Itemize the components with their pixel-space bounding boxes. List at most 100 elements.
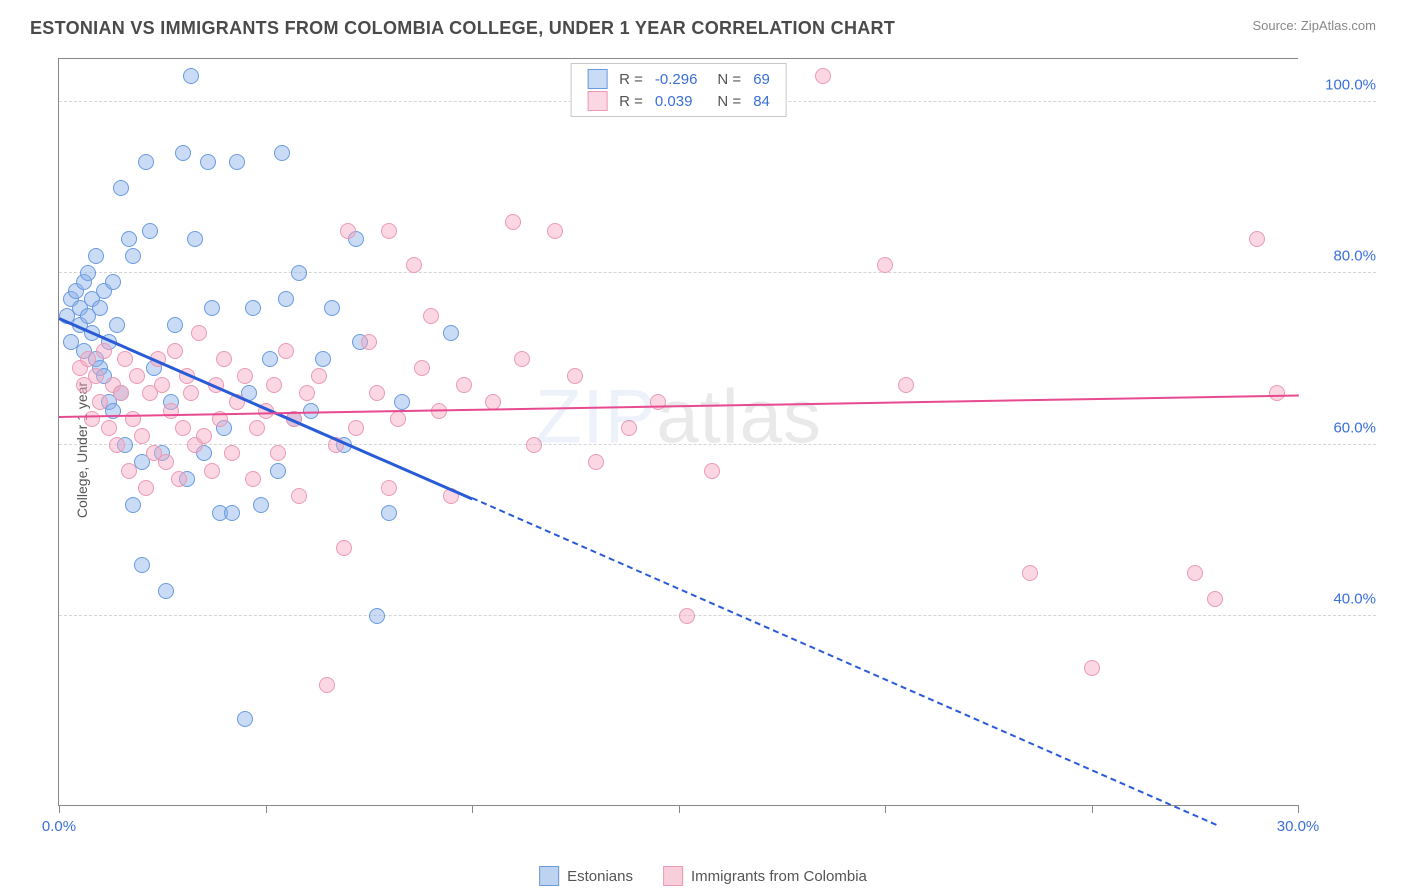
scatter-point: [187, 231, 203, 247]
legend-r-label: R =: [613, 68, 649, 90]
scatter-point: [125, 497, 141, 513]
scatter-point: [1022, 565, 1038, 581]
scatter-point: [183, 385, 199, 401]
scatter-point: [390, 411, 406, 427]
chart-header: ESTONIAN VS IMMIGRANTS FROM COLOMBIA COL…: [0, 0, 1406, 47]
scatter-point: [877, 257, 893, 273]
legend-n-label: N =: [703, 68, 747, 90]
scatter-point: [196, 428, 212, 444]
legend-swatch: [539, 866, 559, 886]
scatter-point: [121, 231, 137, 247]
scatter-point: [394, 394, 410, 410]
y-tick-label: 60.0%: [1308, 419, 1376, 436]
scatter-point: [1187, 565, 1203, 581]
x-tick: [1298, 805, 1299, 813]
scatter-point: [423, 308, 439, 324]
y-tick-label: 80.0%: [1308, 248, 1376, 265]
scatter-point: [229, 154, 245, 170]
scatter-point: [262, 351, 278, 367]
scatter-point: [109, 317, 125, 333]
scatter-point: [138, 480, 154, 496]
scatter-point: [898, 377, 914, 393]
scatter-point: [278, 343, 294, 359]
scatter-point: [175, 420, 191, 436]
series-legend: Estonians Immigrants from Colombia: [539, 866, 867, 886]
legend-label: Estonians: [567, 868, 633, 885]
scatter-point: [200, 154, 216, 170]
scatter-point: [336, 540, 352, 556]
scatter-point: [134, 557, 150, 573]
scatter-point: [340, 223, 356, 239]
scatter-point: [96, 343, 112, 359]
x-tick-label: 30.0%: [1277, 818, 1320, 835]
scatter-point: [381, 223, 397, 239]
scatter-point: [1249, 231, 1265, 247]
scatter-point: [88, 368, 104, 384]
scatter-point: [505, 214, 521, 230]
x-tick-label: 0.0%: [42, 818, 76, 835]
scatter-point: [291, 265, 307, 281]
x-tick: [59, 805, 60, 813]
legend-n-label: N =: [703, 90, 747, 112]
scatter-point: [175, 145, 191, 161]
legend-item: Immigrants from Colombia: [663, 866, 867, 886]
plot-area: ZIPatlas R =-0.296N =69R =0.039N =84 40.…: [58, 58, 1298, 806]
scatter-point: [361, 334, 377, 350]
scatter-point: [621, 420, 637, 436]
gridline-h: [59, 615, 1376, 616]
scatter-point: [204, 463, 220, 479]
scatter-point: [291, 488, 307, 504]
scatter-point: [183, 68, 199, 84]
scatter-point: [270, 463, 286, 479]
scatter-point: [815, 68, 831, 84]
scatter-point: [105, 274, 121, 290]
legend-r-label: R =: [613, 90, 649, 112]
scatter-point: [224, 505, 240, 521]
scatter-point: [204, 300, 220, 316]
legend-item: Estonians: [539, 866, 633, 886]
scatter-point: [216, 351, 232, 367]
legend-swatch: [587, 91, 607, 111]
scatter-point: [406, 257, 422, 273]
scatter-point: [381, 505, 397, 521]
legend-swatch: [587, 69, 607, 89]
trend-line-extrapolated: [472, 498, 1217, 827]
scatter-point: [142, 223, 158, 239]
scatter-point: [266, 377, 282, 393]
scatter-point: [125, 411, 141, 427]
scatter-point: [121, 463, 137, 479]
y-tick-label: 40.0%: [1308, 591, 1376, 608]
scatter-point: [704, 463, 720, 479]
scatter-point: [547, 223, 563, 239]
scatter-point: [456, 377, 472, 393]
scatter-point: [88, 248, 104, 264]
scatter-point: [80, 351, 96, 367]
watermark: ZIPatlas: [535, 374, 822, 461]
scatter-point: [414, 360, 430, 376]
scatter-point: [1207, 591, 1223, 607]
scatter-point: [158, 583, 174, 599]
scatter-point: [109, 437, 125, 453]
scatter-point: [191, 325, 207, 341]
scatter-point: [237, 711, 253, 727]
y-tick-label: 100.0%: [1308, 76, 1376, 93]
scatter-point: [245, 300, 261, 316]
scatter-point: [369, 385, 385, 401]
scatter-point: [588, 454, 604, 470]
gridline-h: [59, 272, 1376, 273]
scatter-point: [80, 265, 96, 281]
scatter-point: [253, 497, 269, 513]
legend-swatch: [663, 866, 683, 886]
scatter-point: [274, 145, 290, 161]
legend-row: R =-0.296N =69: [581, 68, 776, 90]
scatter-point: [315, 351, 331, 367]
scatter-point: [154, 377, 170, 393]
legend-label: Immigrants from Colombia: [691, 868, 867, 885]
scatter-point: [1084, 660, 1100, 676]
source-link[interactable]: ZipAtlas.com: [1301, 18, 1376, 33]
x-tick: [885, 805, 886, 813]
x-tick: [472, 805, 473, 813]
scatter-point: [311, 368, 327, 384]
scatter-point: [125, 248, 141, 264]
source-attribution: Source: ZipAtlas.com: [1252, 18, 1376, 33]
